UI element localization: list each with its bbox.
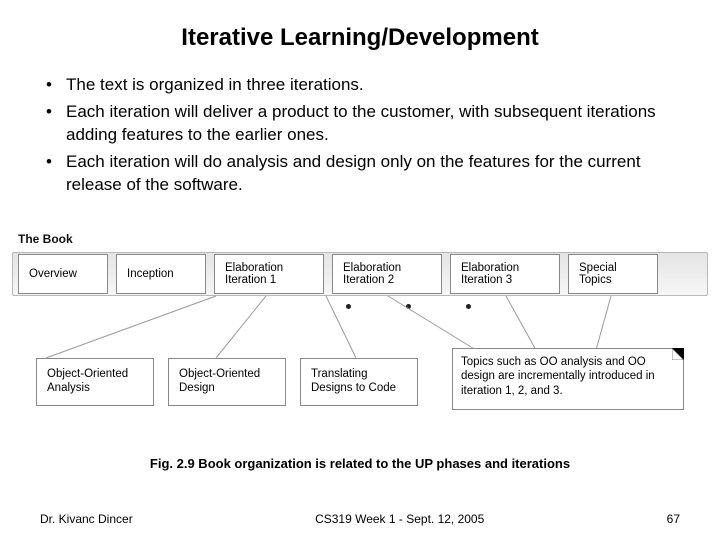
- book-diagram: The Book Overview Inception Elaboration …: [6, 232, 714, 442]
- phase-box-overview: Overview: [18, 254, 108, 294]
- slide-footer: Dr. Kivanc Dincer CS319 Week 1 - Sept. 1…: [40, 512, 680, 526]
- sub-row: Object-Oriented Analysis Object-Oriented…: [36, 358, 418, 406]
- dot-icon: [406, 304, 411, 309]
- sub-box-translate: Translating Designs to Code: [300, 358, 418, 406]
- note-fold-icon: [672, 348, 684, 360]
- footer-author: Dr. Kivanc Dincer: [40, 512, 133, 526]
- slide-title: Iterative Learning/Development: [40, 24, 680, 52]
- phase-row: Overview Inception Elaboration Iteration…: [18, 254, 658, 294]
- bullet-item: The text is organized in three iteration…: [40, 74, 680, 97]
- phase-box-elab1: Elaboration Iteration 1: [214, 254, 324, 294]
- bullet-item: Each iteration will do analysis and desi…: [40, 151, 680, 197]
- sub-box-design: Object-Oriented Design: [168, 358, 286, 406]
- figure-caption: Fig. 2.9 Book organization is related to…: [0, 456, 720, 471]
- bullet-item: Each iteration will deliver a product to…: [40, 101, 680, 147]
- phase-box-inception: Inception: [116, 254, 206, 294]
- slide: Iterative Learning/Development The text …: [0, 0, 720, 540]
- phase-box-special: Special Topics: [568, 254, 658, 294]
- dot-icon: [466, 304, 471, 309]
- footer-course: CS319 Week 1 - Sept. 12, 2005: [315, 512, 484, 526]
- bullet-list: The text is organized in three iteration…: [40, 74, 680, 197]
- book-label: The Book: [18, 232, 73, 246]
- dots-row: [6, 304, 714, 320]
- dot-icon: [346, 304, 351, 309]
- diagram-note: Topics such as OO analysis and OO design…: [452, 348, 684, 410]
- sub-box-analysis: Object-Oriented Analysis: [36, 358, 154, 406]
- footer-page: 67: [667, 512, 680, 526]
- phase-box-elab3: Elaboration Iteration 3: [450, 254, 560, 294]
- phase-box-elab2: Elaboration Iteration 2: [332, 254, 442, 294]
